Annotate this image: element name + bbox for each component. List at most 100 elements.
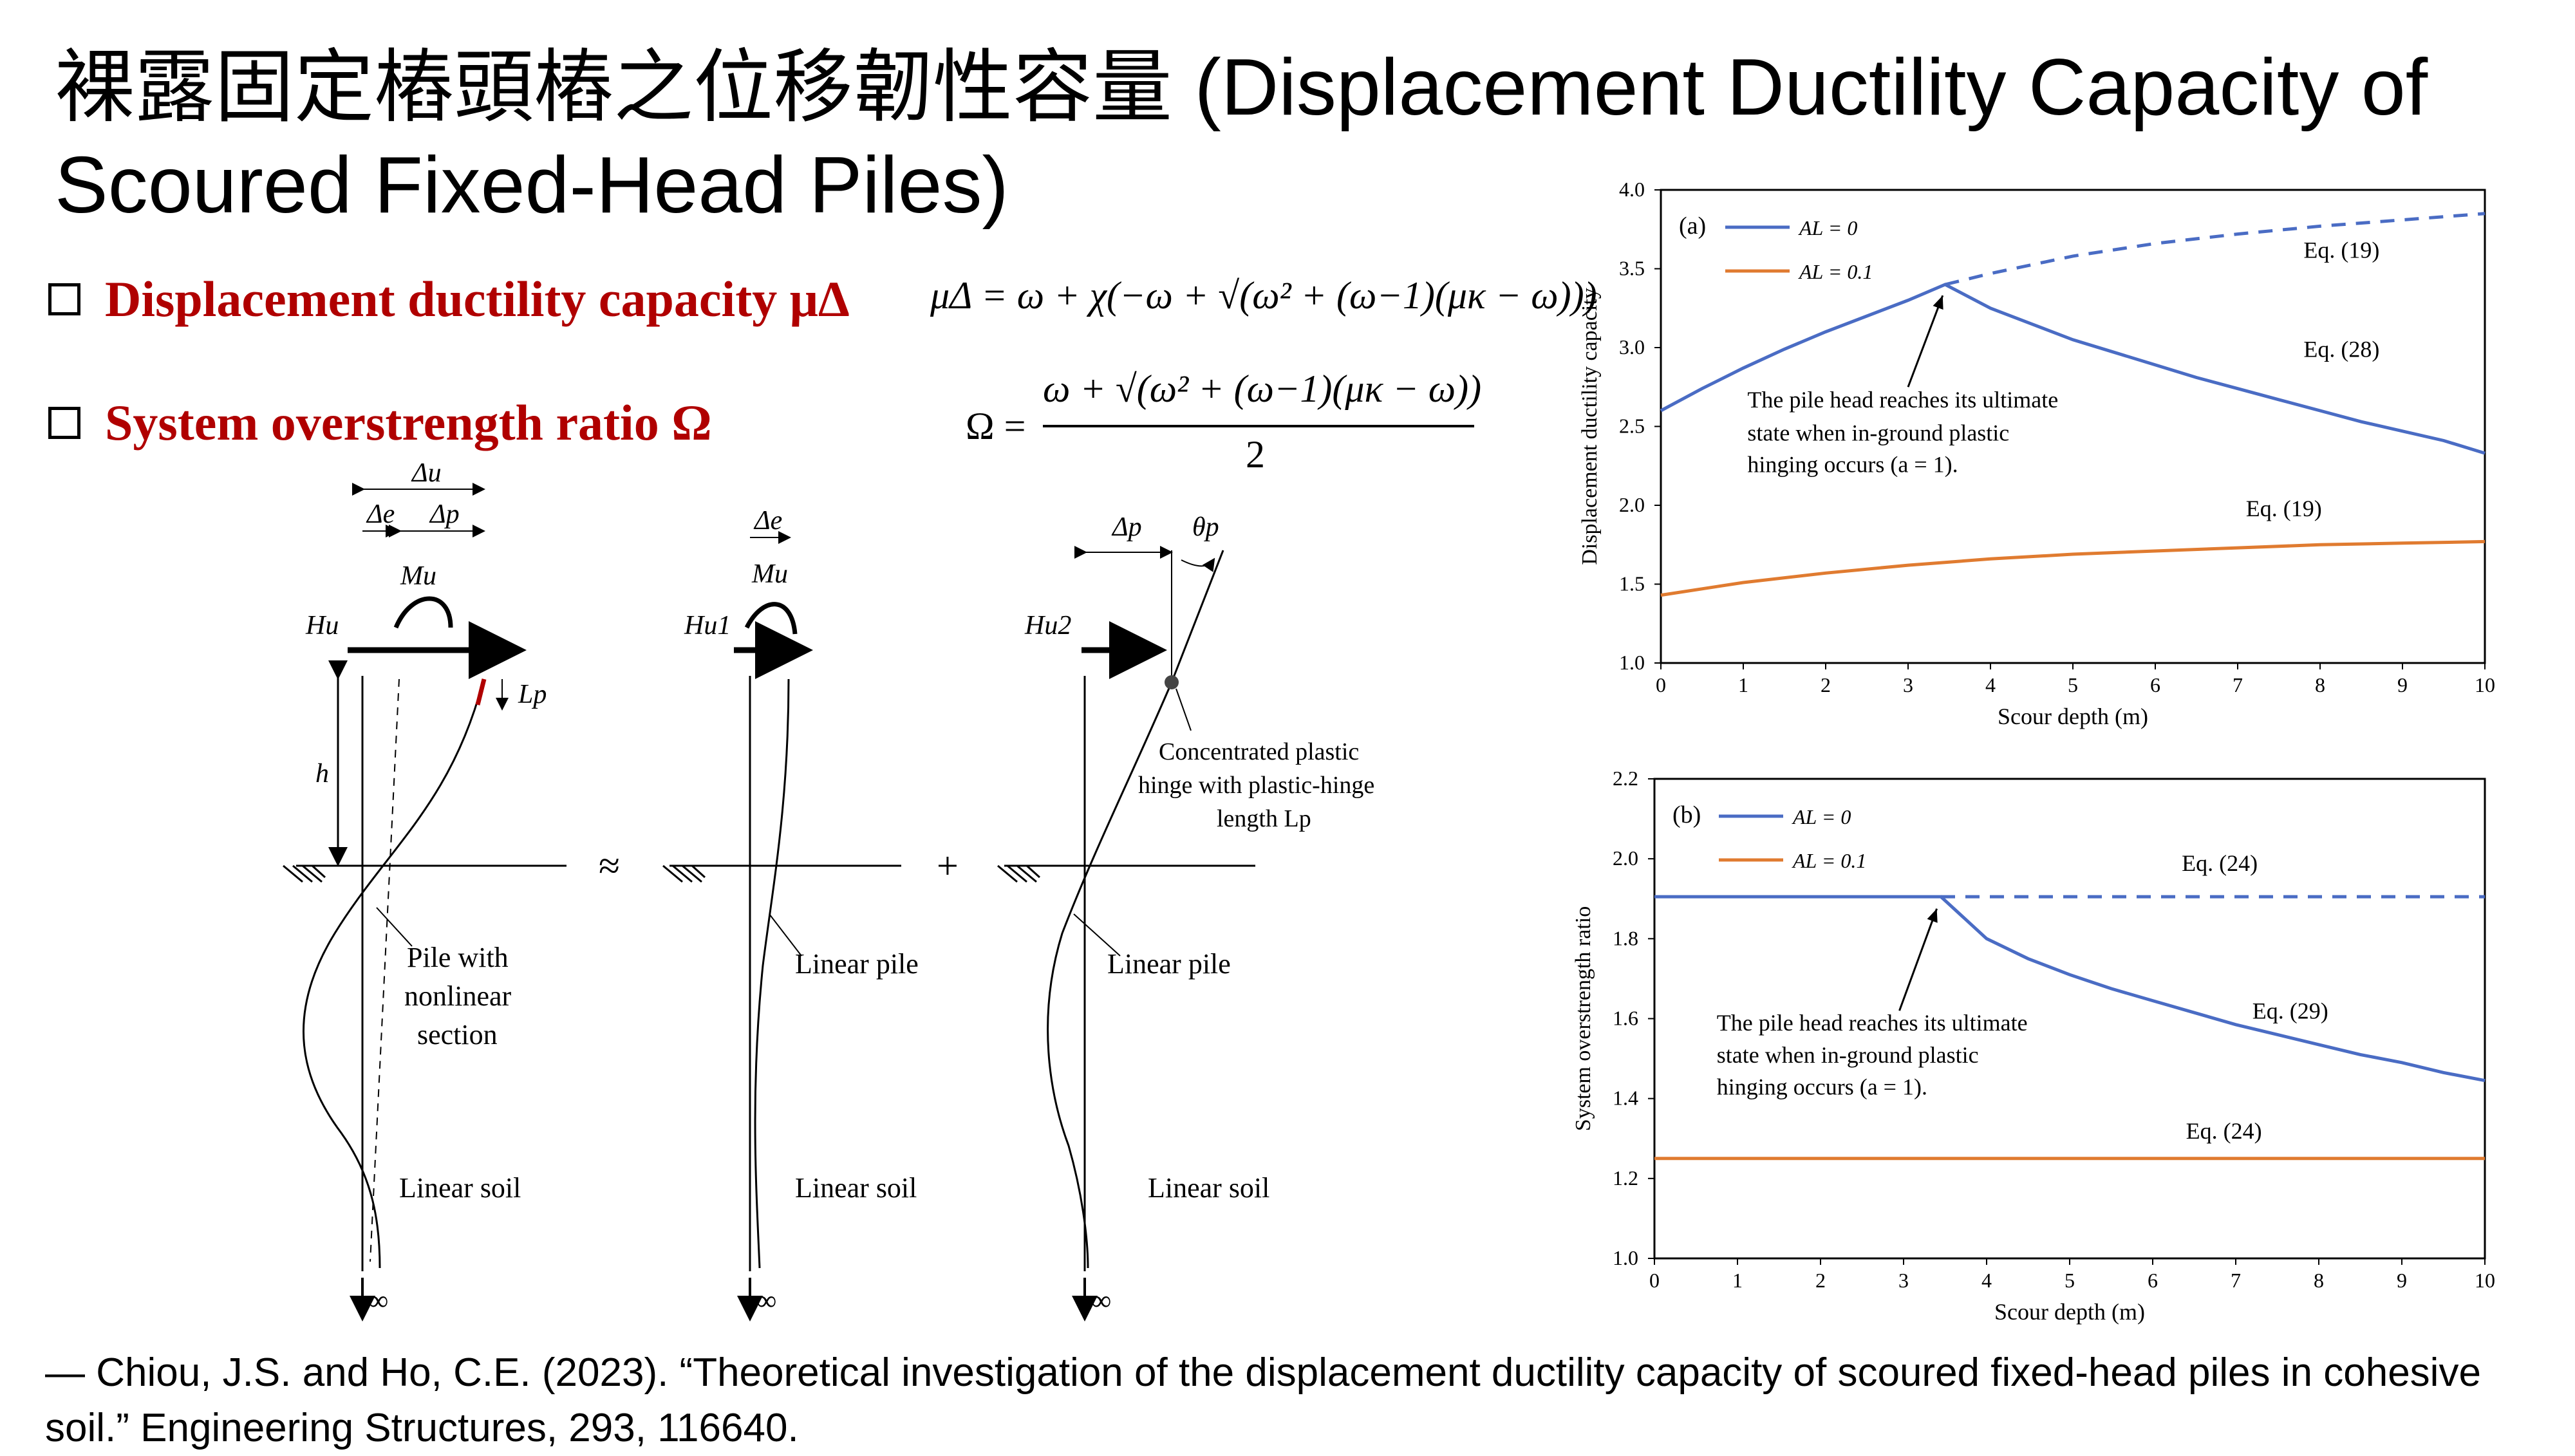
x-tick-label: 4: [1981, 1269, 1992, 1292]
label-Hu: Hu: [305, 611, 339, 640]
y-tick-label: 1.0: [1619, 651, 1645, 674]
annotation-4: state when in-ground plastic: [1717, 1042, 1979, 1068]
label-approx: ≈: [599, 845, 620, 887]
label-Mu-1: Mu: [400, 561, 436, 591]
pile-diagram: Δu Δe Δp Mu Hu h Lp Δe Mu Hu1 Δp θp Hu2 …: [283, 458, 1374, 1321]
y-tick-label: 1.2: [1613, 1166, 1638, 1190]
annotation-2: Eq. (19): [2246, 496, 2322, 521]
annotation-5: hinging occurs (a = 1).: [1747, 452, 1958, 478]
y-tick-label: 1.4: [1613, 1087, 1638, 1110]
label-Hu1: Hu1: [684, 611, 731, 640]
series-line-1: [1945, 212, 2486, 286]
y-tick-label: 2.5: [1619, 415, 1645, 438]
label-theta-p: θp: [1192, 512, 1219, 542]
y-tick-label: 1.8: [1613, 926, 1638, 949]
legend-label-0: AL = 0: [1792, 805, 1851, 828]
annotation-3: The pile head reaches its ultimate: [1747, 387, 2058, 413]
y-axis-label: Displacement ductility capacity: [1578, 288, 1602, 565]
y-tick-label: 1.6: [1613, 1007, 1638, 1030]
page-title: 裸露固定樁頭樁之位移韌性容量 (Displacement Ductility C…: [55, 43, 2428, 230]
x-tick-label: 2: [1815, 1269, 1826, 1292]
plastic-section: [475, 678, 487, 705]
label-infinity-1: ∞: [368, 1285, 388, 1316]
y-tick-label: 3.0: [1619, 335, 1645, 359]
bullet-displacement-ductility: Displacement ductility capacity μΔ: [48, 270, 850, 328]
label-linear-soil-3: Linear soil: [1148, 1172, 1269, 1204]
annotation-5: hinging occurs (a = 1).: [1717, 1074, 1927, 1099]
annotation-3: The pile head reaches its ultimate: [1717, 1010, 2028, 1036]
label-Lp: Lp: [518, 680, 547, 709]
label-infinity-2: ∞: [756, 1285, 776, 1316]
equation-omega-lhs: Ω =: [966, 405, 1026, 447]
annotation-1: Eq. (29): [2252, 998, 2328, 1024]
pile-1-deflected-shape: [302, 682, 484, 1269]
annotation-0: Eq. (19): [2303, 237, 2379, 263]
label-pile-nonlinear-3: section: [417, 1019, 498, 1050]
plastic-hinge-dot: [1165, 675, 1179, 689]
y-tick-label: 2.0: [1613, 846, 1638, 870]
pile-3-deflected-shape: [1047, 682, 1173, 1269]
equation-omega-fraction-bar: [1043, 425, 1474, 427]
leader-linear-pile-2: [1073, 913, 1121, 957]
pile-2-deflected-shape: [754, 678, 790, 1269]
x-axis-label: Scour depth (m): [1994, 1299, 2145, 1325]
hatch-1: [283, 864, 326, 883]
label-hinge-2: hinge with plastic-hinge: [1138, 772, 1374, 799]
x-tick-label: 3: [1898, 1269, 1909, 1292]
hatch-2: [662, 864, 706, 883]
leader-pile-nonlinear: [376, 907, 413, 947]
equation-omega-numerator: ω + √(ω² + (ω−1)(μκ − ω)): [1043, 368, 1482, 410]
label-delta-e: Δe: [366, 499, 395, 529]
x-tick-label: 5: [2068, 673, 2078, 696]
label-delta-u: Δu: [411, 458, 442, 488]
pointer-arrow-a: [1907, 295, 1944, 387]
label-h: h: [315, 759, 329, 789]
legend-label-0: AL = 0: [1798, 216, 1857, 239]
bullet-label: Displacement ductility capacity μΔ: [105, 271, 850, 327]
y-tick-label: 1.0: [1613, 1246, 1638, 1269]
bullet-box-icon: [48, 407, 80, 439]
x-tick-label: 10: [2475, 1269, 2495, 1292]
panel-label: (b): [1672, 801, 1701, 828]
x-tick-label: 8: [2314, 1269, 2324, 1292]
label-delta-p: Δp: [429, 499, 460, 529]
label-plus: +: [937, 845, 959, 887]
x-tick-label: 0: [1656, 673, 1666, 696]
annotation-4: state when in-ground plastic: [1747, 420, 2009, 446]
x-tick-label: 9: [2397, 673, 2408, 696]
label-Hu2: Hu2: [1024, 611, 1071, 640]
label-pile-nonlinear-2: nonlinear: [404, 980, 512, 1012]
x-tick-label: 7: [2233, 673, 2243, 696]
x-tick-label: 1: [1738, 673, 1748, 696]
x-tick-label: 2: [1821, 673, 1831, 696]
pointer-arrow-b: [1898, 908, 1938, 1011]
x-tick-label: 4: [1985, 673, 1996, 696]
y-tick-label: 2.2: [1613, 767, 1638, 790]
bullet-box-icon: [48, 283, 80, 315]
x-tick-label: 6: [2150, 673, 2160, 696]
y-tick-label: 3.5: [1619, 257, 1645, 280]
bullet-overstrength-ratio: System overstrength ratio Ω: [48, 394, 712, 452]
x-axis-label: Scour depth (m): [1998, 704, 2148, 729]
x-tick-label: 3: [1903, 673, 1913, 696]
x-tick-label: 1: [1732, 1269, 1743, 1292]
label-hinge-1: Concentrated plastic: [1159, 738, 1359, 765]
series-line-2: [1660, 539, 2486, 597]
equation-omega-denominator: 2: [1246, 433, 1265, 476]
pile-3-chord: [1170, 550, 1224, 683]
equation-mu: μΔ = ω + χ(−ω + √(ω² + (ω−1)(μκ − ω))): [930, 274, 1597, 317]
hinge-leader: [1175, 688, 1192, 731]
label-linear-soil-2: Linear soil: [795, 1172, 917, 1204]
legend-label-1: AL = 0.1: [1798, 260, 1873, 283]
x-tick-label: 6: [2148, 1269, 2158, 1292]
label-linear-soil-1: Linear soil: [399, 1172, 521, 1204]
chart-system-overstrength: 0 1 2 3 4 5 6 7 8 9 10 1.0 1.2 1.4 1.6 1.8 2.0 2.2 Scour d…: [1571, 767, 2495, 1325]
x-tick-label: 8: [2315, 673, 2325, 696]
annotation-0: Eq. (24): [2182, 850, 2258, 876]
label-delta-p-2: Δp: [1111, 512, 1142, 542]
y-axis-label: System overstrength ratio: [1571, 906, 1595, 1131]
legend-label-1: AL = 0.1: [1792, 849, 1866, 872]
bullet-label: System overstrength ratio Ω: [105, 395, 712, 451]
label-hinge-3: length Lp: [1217, 805, 1311, 832]
y-tick-label: 2.0: [1619, 493, 1645, 516]
